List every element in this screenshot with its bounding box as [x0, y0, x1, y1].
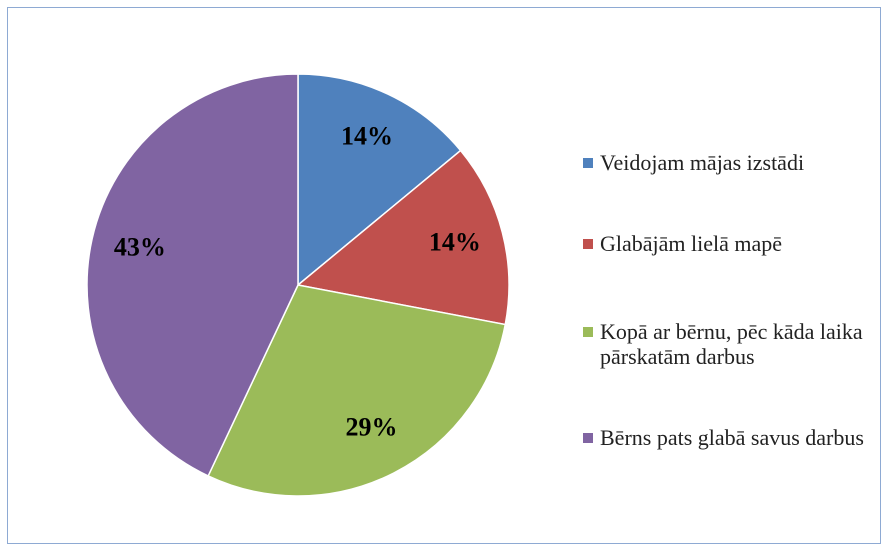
legend-label: Bērns pats glabā savus darbus — [600, 425, 864, 450]
value-label: 43% — [114, 233, 166, 262]
legend-label: Kopā ar bērnu, pēc kāda laika pārskatām … — [600, 319, 863, 369]
pie-slice — [207, 284, 507, 497]
legend-swatch — [583, 327, 593, 337]
legend-swatch — [583, 433, 593, 443]
legend-item: Kopā ar bērnu, pēc kāda laika pārskatām … — [583, 319, 873, 369]
legend-label: Glabājām lielā mapē — [600, 231, 783, 256]
legend-item: Veidojam mājas izstādi — [583, 150, 873, 175]
pie-slice — [86, 73, 299, 477]
legend-swatch — [583, 158, 593, 168]
pie-slice — [296, 149, 510, 326]
value-label: 29% — [346, 412, 398, 441]
legend-item: Bērns pats glabā savus darbus — [583, 425, 873, 450]
value-label: 14% — [429, 228, 481, 257]
pie-slice — [297, 73, 462, 287]
legend-item: Glabājām lielā mapē — [583, 231, 873, 256]
legend-label: Veidojam mājas izstādi — [600, 150, 805, 175]
value-label: 14% — [341, 121, 393, 150]
legend-swatch — [583, 239, 593, 249]
